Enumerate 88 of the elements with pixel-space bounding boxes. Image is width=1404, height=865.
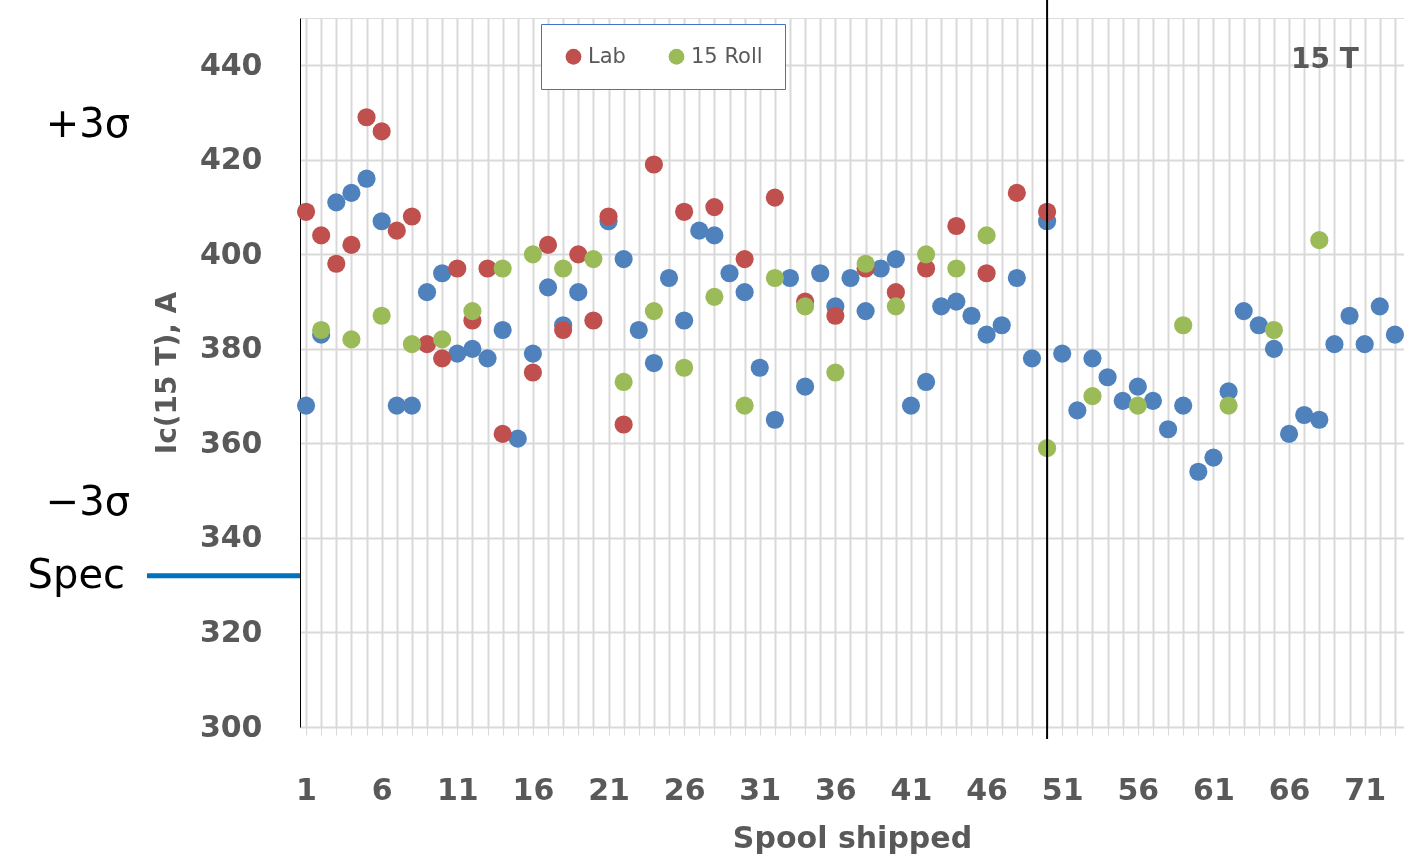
point [312, 320, 331, 340]
point [917, 245, 936, 264]
x-tick-label: 26 [663, 771, 706, 807]
point [644, 155, 663, 174]
x-tick-label: 56 [1117, 771, 1160, 807]
point [1083, 387, 1102, 406]
x-tick-label: 51 [1041, 771, 1084, 807]
point [1174, 316, 1193, 335]
point [342, 330, 361, 349]
point [402, 207, 421, 226]
point [886, 297, 905, 316]
point [584, 249, 603, 269]
y-tick-label: 360 [199, 424, 263, 460]
x-tick-label: 16 [512, 771, 555, 807]
point [372, 122, 391, 141]
point [1219, 396, 1238, 415]
point [569, 245, 588, 264]
y-tick-label: 340 [199, 519, 263, 555]
point [538, 235, 558, 254]
x-tick-label: 71 [1344, 771, 1387, 807]
point [554, 259, 573, 278]
point [735, 249, 754, 269]
x-axis-title: Spool shipped [732, 819, 973, 855]
point [584, 311, 603, 330]
point [947, 259, 966, 278]
annotation: 15 T [1291, 42, 1359, 75]
point [644, 301, 663, 321]
point [372, 306, 391, 325]
x-tick-label: 41 [890, 771, 933, 807]
point [977, 226, 996, 245]
point [947, 216, 966, 236]
point [796, 297, 815, 316]
y-tick-label: 320 [199, 613, 263, 649]
x-tick-label: 11 [436, 771, 479, 807]
point [327, 254, 346, 273]
point [705, 198, 724, 217]
point [1007, 183, 1026, 202]
point [493, 424, 512, 444]
point [433, 349, 452, 368]
point [765, 188, 784, 207]
y-tick-label: 420 [199, 141, 263, 177]
legend-label: 15 Roll [691, 43, 763, 68]
point [554, 320, 573, 340]
point [826, 306, 845, 325]
point [523, 245, 542, 264]
point [478, 259, 497, 278]
point [614, 415, 633, 434]
point [1264, 320, 1284, 340]
x-tick-label: 31 [739, 771, 782, 807]
point [735, 396, 754, 415]
point [675, 202, 694, 221]
point [493, 259, 512, 278]
point [402, 335, 421, 354]
point [296, 202, 316, 221]
x-tick-label: 36 [814, 771, 857, 807]
point [675, 358, 694, 377]
point [433, 330, 452, 349]
y-tick-label: 400 [199, 235, 263, 271]
point [826, 363, 845, 382]
x-tick-label: 6 [371, 771, 393, 807]
x-tick-label: 66 [1268, 771, 1311, 807]
point [977, 264, 996, 283]
point [1128, 396, 1147, 415]
point [342, 235, 361, 254]
point [1310, 231, 1329, 250]
point [599, 207, 618, 226]
text: +3σ [45, 100, 130, 146]
x-tick-label: 61 [1193, 771, 1235, 807]
point [614, 372, 633, 392]
point [856, 254, 875, 273]
ref-line-label: Spec [27, 550, 125, 597]
text: −3σ [45, 478, 130, 524]
x-tick-label: 46 [966, 771, 1008, 807]
y-tick-label: 440 [199, 46, 263, 82]
point [463, 301, 482, 321]
point [705, 287, 724, 306]
point [312, 226, 331, 245]
y-tick-label: 380 [199, 330, 263, 366]
point [765, 268, 784, 288]
legend-label: Lab [588, 43, 626, 68]
point [387, 221, 406, 240]
y-axis-title: Ic(15 T), A [149, 291, 183, 455]
point [523, 363, 542, 382]
x-tick-label: 1 [296, 771, 317, 807]
y-tick-label: 300 [199, 708, 263, 744]
x-tick-label: 21 [588, 771, 630, 807]
point [357, 108, 376, 127]
point [448, 259, 467, 278]
